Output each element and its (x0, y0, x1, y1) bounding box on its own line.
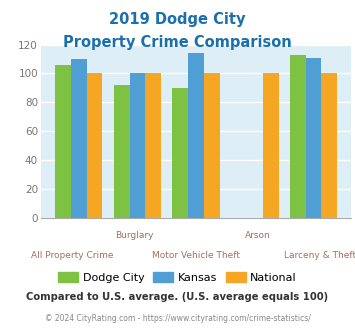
Bar (145, 74, 161, 218)
Bar (114, 85, 130, 218)
Bar (322, 74, 337, 218)
Text: 2019 Dodge City: 2019 Dodge City (109, 12, 246, 26)
Text: Burglary: Burglary (115, 231, 153, 240)
Bar (87, 74, 103, 218)
Text: Larceny & Theft: Larceny & Theft (284, 251, 355, 260)
Text: Compared to U.S. average. (U.S. average equals 100): Compared to U.S. average. (U.S. average … (26, 292, 329, 302)
Text: Motor Vehicle Theft: Motor Vehicle Theft (152, 251, 240, 260)
Legend: Dodge City, Kansas, National: Dodge City, Kansas, National (54, 268, 301, 287)
Bar (204, 74, 220, 218)
Bar (130, 74, 145, 218)
Bar (71, 59, 87, 218)
Text: All Property Crime: All Property Crime (31, 251, 113, 260)
Bar (263, 74, 279, 218)
Bar (306, 57, 322, 218)
Bar (290, 55, 306, 218)
Text: Property Crime Comparison: Property Crime Comparison (63, 35, 292, 50)
Text: © 2024 CityRating.com - https://www.cityrating.com/crime-statistics/: © 2024 CityRating.com - https://www.city… (45, 314, 310, 323)
Bar (173, 88, 188, 218)
Bar (55, 65, 71, 218)
Text: Arson: Arson (245, 231, 271, 240)
Bar (188, 53, 204, 218)
